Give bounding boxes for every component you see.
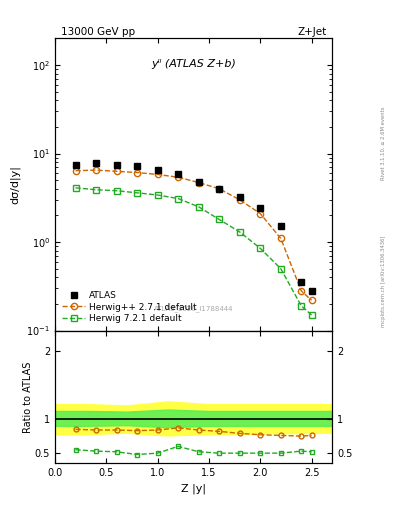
Herwig 7.2.1 default [217,217,222,223]
Herwig++ 2.7.1 default [299,288,304,294]
Herwig 7.2.1 default [94,187,98,193]
ATLAS [217,186,222,192]
Herwig++ 2.7.1 default [135,169,140,176]
Herwig 7.2.1 default [135,190,140,196]
ATLAS [258,205,263,211]
Text: mcplots.cern.ch [arXiv:1306.3436]: mcplots.cern.ch [arXiv:1306.3436] [381,236,386,327]
Herwig 7.2.1 default [309,312,314,318]
Herwig++ 2.7.1 default [155,172,160,178]
Text: 13000 GeV pp: 13000 GeV pp [61,27,135,37]
Herwig++ 2.7.1 default [176,174,180,180]
Line: ATLAS: ATLAS [72,160,315,294]
Herwig 7.2.1 default [73,185,78,191]
Herwig 7.2.1 default [258,245,263,251]
ATLAS [196,179,201,185]
Herwig++ 2.7.1 default [94,167,98,173]
Legend: ATLAS, Herwig++ 2.7.1 default, Herwig 7.2.1 default: ATLAS, Herwig++ 2.7.1 default, Herwig 7.… [59,288,200,326]
Text: ATLAS_2020_I1788444: ATLAS_2020_I1788444 [154,305,233,312]
Y-axis label: Ratio to ATLAS: Ratio to ATLAS [24,361,33,433]
Herwig 7.2.1 default [155,192,160,198]
ATLAS [135,163,140,169]
Herwig++ 2.7.1 default [114,168,119,175]
Herwig 7.2.1 default [299,303,304,309]
Herwig++ 2.7.1 default [309,297,314,303]
Text: Rivet 3.1.10, ≥ 2.6M events: Rivet 3.1.10, ≥ 2.6M events [381,106,386,180]
Text: Z+Jet: Z+Jet [297,27,327,37]
Line: Herwig 7.2.1 default: Herwig 7.2.1 default [72,185,315,318]
Y-axis label: dσ/d|y|: dσ/d|y| [10,165,21,204]
ATLAS [299,280,304,286]
Herwig 7.2.1 default [176,196,180,202]
Herwig++ 2.7.1 default [73,167,78,174]
Herwig++ 2.7.1 default [196,180,201,186]
ATLAS [237,194,242,200]
Herwig++ 2.7.1 default [278,236,283,242]
Herwig 7.2.1 default [278,266,283,272]
Herwig 7.2.1 default [237,229,242,235]
ATLAS [94,160,98,166]
Text: yˡˡ (ATLAS Z+b): yˡˡ (ATLAS Z+b) [151,59,236,69]
Herwig 7.2.1 default [196,204,201,210]
Herwig++ 2.7.1 default [258,210,263,217]
ATLAS [176,172,180,178]
ATLAS [278,223,283,229]
ATLAS [114,161,119,167]
ATLAS [309,288,314,294]
ATLAS [155,167,160,173]
Herwig 7.2.1 default [114,188,119,194]
X-axis label: Z |y|: Z |y| [181,484,206,494]
Line: Herwig++ 2.7.1 default: Herwig++ 2.7.1 default [72,167,315,304]
Herwig++ 2.7.1 default [217,186,222,192]
ATLAS [73,161,78,167]
Herwig++ 2.7.1 default [237,197,242,203]
